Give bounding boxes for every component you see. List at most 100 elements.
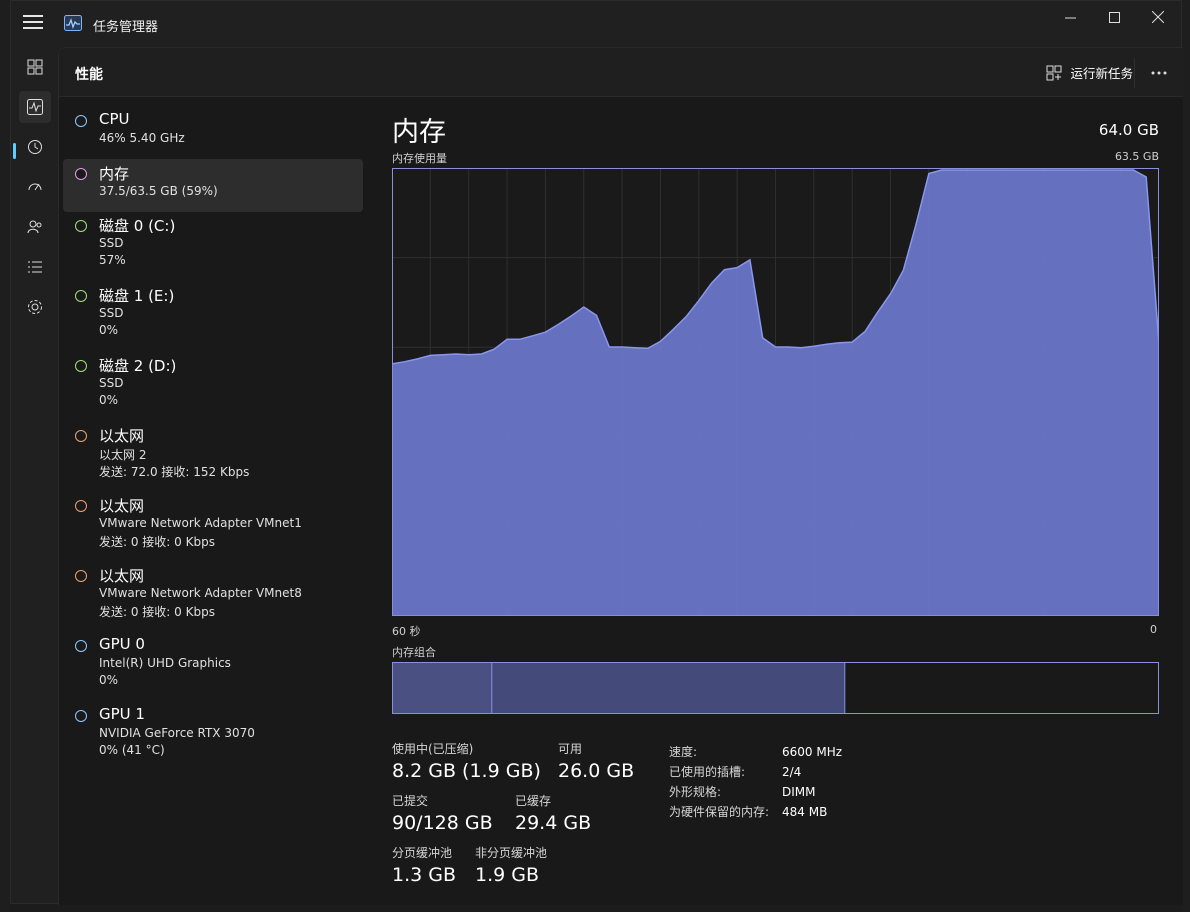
resource-usage: 57% (99, 253, 126, 267)
resource-ethernet-2[interactable]: 以太网 以太网 2 发送: 72.0 接收: 152 Kbps (63, 421, 363, 491)
maximize-icon (1108, 11, 1120, 23)
resource-usage: 0% (99, 393, 119, 407)
detail-label: 外形规格: (669, 785, 722, 799)
time-axis-left: 60 秒 (392, 625, 421, 638)
resource-usage: 发送: 0 接收: 0 Kbps (99, 535, 215, 549)
stat-paged-pool: 分页缓冲池 1.3 GB (392, 844, 456, 886)
resource-detail: SSD (99, 236, 124, 250)
nav-processes[interactable] (19, 51, 51, 83)
run-new-task-button[interactable]: 运行新任务 (1046, 63, 1133, 82)
background-window-edge-right (1182, 0, 1190, 912)
stat-label: 分页缓冲池 (392, 846, 453, 860)
title-bar: 任务管理器 (11, 1, 1181, 47)
resource-name: 磁盘 1 (E:) (99, 287, 175, 305)
resource-gpu-0[interactable]: GPU 0 Intel(R) UHD Graphics 0% (63, 631, 363, 701)
resource-name: GPU 1 (99, 705, 145, 723)
nav-startup[interactable] (19, 171, 51, 203)
resource-name: 内存 (99, 165, 130, 183)
detail-label: 速度: (669, 745, 698, 759)
resource-detail: Intel(R) UHD Graphics (99, 656, 231, 670)
nav-app-history[interactable] (19, 131, 51, 163)
resource-indicator-dot (75, 640, 87, 652)
resource-indicator-dot (75, 220, 87, 232)
resource-ethernet-vmnet8[interactable]: 以太网 VMware Network Adapter VMnet8 发送: 0 … (63, 561, 363, 631)
stat-value: 90/128 GB (392, 812, 493, 834)
resource-indicator-dot (75, 430, 87, 442)
minimize-button[interactable] (1047, 1, 1093, 33)
navigation-rail (11, 47, 57, 905)
detail-label: 为硬件保留的内存: (669, 805, 770, 819)
task-manager-window: 任务管理器 (10, 0, 1183, 905)
resource-name: 磁盘 0 (C:) (99, 217, 176, 235)
nav-details[interactable] (19, 251, 51, 283)
composition-in-use-segment (393, 663, 492, 713)
composition-modified-segment (491, 663, 845, 713)
resource-indicator-dot (75, 360, 87, 372)
app-history-icon (28, 140, 42, 154)
run-new-task-icon (1046, 65, 1062, 80)
composition-label: 内存组合 (392, 646, 436, 659)
more-options-button[interactable] (1149, 63, 1169, 83)
resource-gpu-1[interactable]: GPU 1 NVIDIA GeForce RTX 3070 0% (41 °C) (63, 701, 363, 771)
menu-icon[interactable] (23, 15, 43, 31)
resource-name: 以太网 (99, 427, 145, 445)
maximize-button[interactable] (1091, 1, 1137, 33)
minimize-icon (1064, 17, 1076, 18)
stat-label: 可用 (558, 742, 583, 756)
stat-value: 1.9 GB (475, 864, 540, 886)
resource-indicator-dot (75, 115, 87, 127)
resource-indicator-dot (75, 290, 87, 302)
detail-hardware-reserved: 为硬件保留的内存: 484 MB (669, 803, 827, 820)
close-button[interactable] (1135, 1, 1181, 33)
detail-form-factor: 外形规格: DIMM (669, 783, 816, 800)
resource-name: 磁盘 2 (D:) (99, 357, 177, 375)
resource-ethernet-vmnet1[interactable]: 以太网 VMware Network Adapter VMnet1 发送: 0 … (63, 491, 363, 561)
stat-nonpaged-pool: 非分页缓冲池 1.9 GB (475, 844, 547, 886)
stat-committed: 已提交 90/128 GB (392, 792, 493, 834)
stat-value: 1.3 GB (392, 864, 457, 886)
memory-panel: 内存 64.0 GB 内存使用量 63.5 GB 60 秒 0 内存组合 使用中… (392, 106, 1159, 896)
users-icon (27, 220, 42, 234)
detail-value: 6600 MHz (782, 745, 843, 759)
page-title: 性能 (75, 67, 103, 83)
detail-speed: 速度: 6600 MHz (669, 743, 842, 760)
more-icon (1151, 71, 1167, 75)
resource-detail: NVIDIA GeForce RTX 3070 (99, 726, 255, 740)
memory-title: 内存 (392, 117, 446, 148)
nav-performance[interactable] (19, 91, 51, 123)
detail-value: 484 MB (782, 805, 828, 819)
resource-name: 以太网 (99, 497, 145, 515)
time-axis-right: 0 (1150, 623, 1157, 636)
memory-usage-area (392, 169, 1159, 616)
resource-disk-1[interactable]: 磁盘 1 (E:) SSD 0% (63, 281, 363, 351)
memory-usage-label: 内存使用量 (392, 152, 447, 165)
resource-detail: 37.5/63.5 GB (59%) (99, 184, 218, 198)
memory-max-label: 63.5 GB (1114, 150, 1159, 163)
stat-value: 8.2 GB (1.9 GB) (392, 760, 541, 782)
close-icon (1152, 11, 1164, 23)
detail-value: DIMM (782, 785, 816, 799)
details-icon (28, 261, 42, 273)
background-window-edge (0, 0, 10, 912)
resource-disk-0[interactable]: 磁盘 0 (C:) SSD 57% (63, 211, 363, 281)
detail-label: 已使用的插槽: (669, 765, 746, 779)
resource-name: CPU (99, 110, 130, 128)
resource-detail: 46% 5.40 GHz (99, 131, 185, 145)
content-pane: 性能 运行新任务 CPU 46% 5.40 GHz 内存 37.5/63.5 G… (58, 47, 1183, 905)
resource-memory[interactable]: 内存 37.5/63.5 GB (59%) (63, 159, 363, 212)
memory-composition-bar[interactable] (392, 662, 1159, 714)
stat-in-use: 使用中(已压缩) 8.2 GB (1.9 GB) (392, 740, 541, 782)
resource-indicator-dot (75, 570, 87, 582)
stat-available: 可用 26.0 GB (558, 740, 634, 782)
resource-detail: VMware Network Adapter VMnet8 (99, 586, 302, 600)
task-manager-app-icon (64, 15, 82, 31)
nav-selection-indicator (13, 143, 16, 159)
stat-label: 使用中(已压缩) (392, 742, 474, 756)
memory-usage-chart (392, 168, 1159, 616)
resource-usage: 0% (99, 673, 119, 687)
resource-usage: 发送: 0 接收: 0 Kbps (99, 605, 215, 619)
nav-users[interactable] (19, 211, 51, 243)
resource-cpu[interactable]: CPU 46% 5.40 GHz (63, 106, 363, 159)
resource-disk-2[interactable]: 磁盘 2 (D:) SSD 0% (63, 351, 363, 421)
nav-services[interactable] (19, 291, 51, 323)
